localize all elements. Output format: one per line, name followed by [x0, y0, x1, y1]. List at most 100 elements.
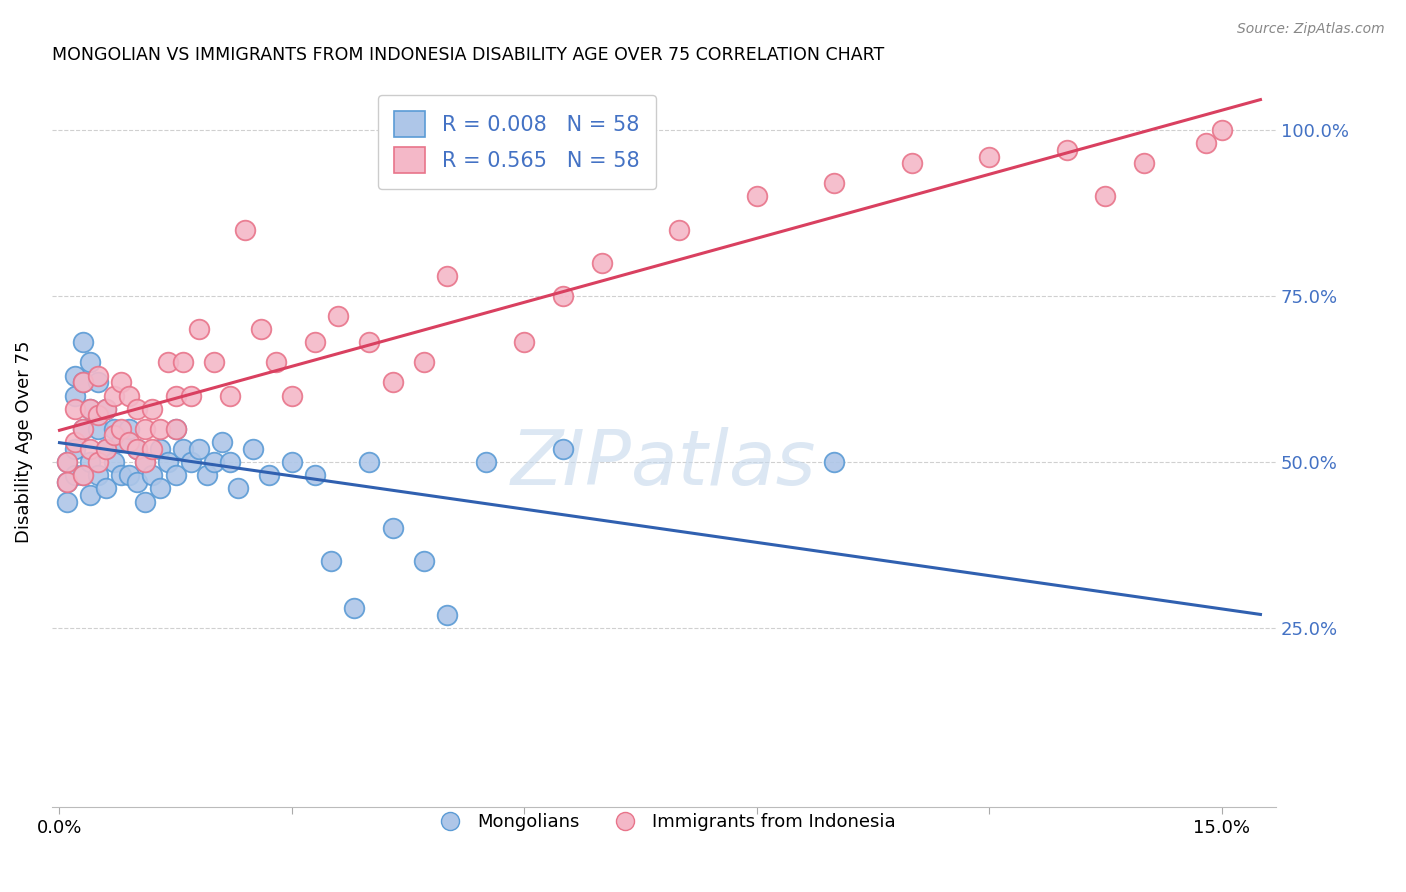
Point: [79, 488, 101, 502]
Point: [172, 355, 194, 369]
Point: [553, 289, 575, 303]
Point: [165, 422, 187, 436]
Point: [87, 455, 110, 469]
Point: [381, 376, 404, 390]
Point: [103, 388, 125, 402]
Text: MONGOLIAN VS IMMIGRANTS FROM INDONESIA DISABILITY AGE OVER 75 CORRELATION CHART: MONGOLIAN VS IMMIGRANTS FROM INDONESIA D…: [52, 46, 884, 64]
Point: [72, 376, 94, 390]
Point: [94, 401, 117, 416]
Point: [204, 355, 226, 369]
Point: [63, 401, 86, 416]
Point: [56, 455, 79, 469]
Point: [436, 268, 458, 283]
Point: [87, 468, 110, 483]
Point: [343, 601, 366, 615]
Y-axis label: Disability Age Over 75: Disability Age Over 75: [15, 341, 32, 543]
Point: [1094, 189, 1116, 203]
Point: [56, 455, 79, 469]
Point: [103, 428, 125, 442]
Point: [110, 376, 132, 390]
Point: [149, 482, 172, 496]
Point: [94, 442, 117, 456]
Point: [979, 149, 1001, 163]
Point: [87, 376, 110, 390]
Point: [180, 388, 202, 402]
Point: [219, 388, 242, 402]
Point: [359, 335, 381, 350]
Point: [281, 388, 304, 402]
Point: [134, 422, 156, 436]
Point: [63, 468, 86, 483]
Point: [553, 442, 575, 456]
Point: [188, 442, 211, 456]
Point: [1211, 123, 1233, 137]
Point: [118, 422, 141, 436]
Point: [141, 442, 163, 456]
Point: [72, 376, 94, 390]
Point: [63, 368, 86, 383]
Point: [436, 607, 458, 622]
Point: [79, 455, 101, 469]
Point: [901, 156, 924, 170]
Point: [195, 468, 218, 483]
Point: [156, 455, 179, 469]
Point: [72, 468, 94, 483]
Point: [1056, 143, 1078, 157]
Point: [381, 521, 404, 535]
Point: [172, 442, 194, 456]
Point: [156, 355, 179, 369]
Point: [165, 388, 187, 402]
Point: [79, 355, 101, 369]
Point: [63, 442, 86, 456]
Point: [141, 468, 163, 483]
Point: [79, 401, 101, 416]
Point: [56, 494, 79, 508]
Legend: Mongolians, Immigrants from Indonesia: Mongolians, Immigrants from Indonesia: [425, 805, 903, 838]
Point: [63, 434, 86, 449]
Point: [72, 422, 94, 436]
Point: [204, 455, 226, 469]
Point: [319, 554, 342, 568]
Point: [474, 455, 496, 469]
Point: [242, 442, 264, 456]
Point: [56, 475, 79, 489]
Point: [94, 401, 117, 416]
Point: [125, 442, 148, 456]
Point: [79, 401, 101, 416]
Point: [823, 455, 845, 469]
Point: [304, 335, 326, 350]
Point: [94, 482, 117, 496]
Point: [141, 401, 163, 416]
Point: [63, 388, 86, 402]
Point: [513, 335, 536, 350]
Point: [56, 475, 79, 489]
Point: [149, 442, 172, 456]
Point: [1133, 156, 1156, 170]
Point: [103, 455, 125, 469]
Point: [110, 434, 132, 449]
Point: [72, 422, 94, 436]
Point: [72, 335, 94, 350]
Point: [118, 468, 141, 483]
Point: [328, 309, 350, 323]
Point: [304, 468, 326, 483]
Point: [134, 494, 156, 508]
Point: [591, 256, 613, 270]
Text: Source: ZipAtlas.com: Source: ZipAtlas.com: [1237, 22, 1385, 37]
Point: [134, 455, 156, 469]
Point: [134, 455, 156, 469]
Point: [281, 455, 304, 469]
Point: [250, 322, 273, 336]
Point: [412, 355, 434, 369]
Point: [1195, 136, 1218, 151]
Point: [188, 322, 211, 336]
Point: [118, 434, 141, 449]
Point: [412, 554, 434, 568]
Point: [110, 422, 132, 436]
Point: [165, 422, 187, 436]
Point: [118, 388, 141, 402]
Point: [257, 468, 280, 483]
Point: [125, 401, 148, 416]
Point: [226, 482, 249, 496]
Point: [266, 355, 288, 369]
